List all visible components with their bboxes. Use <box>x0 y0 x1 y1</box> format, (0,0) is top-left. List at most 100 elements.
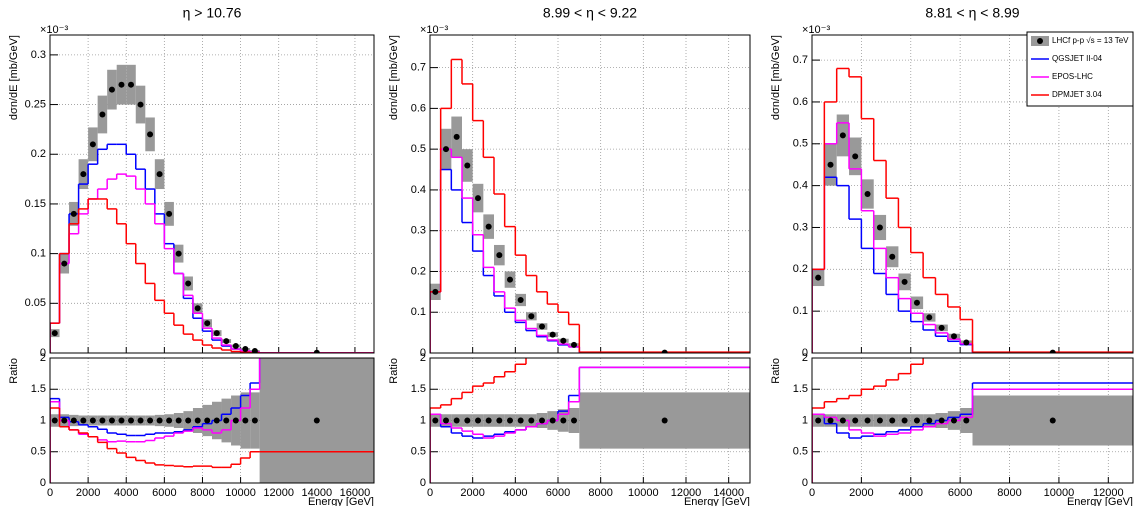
x-tick-label: 10000 <box>1044 487 1075 499</box>
y-tick-label: 0.2 <box>31 148 46 160</box>
y-tick-label: 0.05 <box>25 297 46 309</box>
data-point <box>496 252 503 259</box>
data-point <box>938 417 945 424</box>
data-point <box>213 330 220 337</box>
y-axis-label: Ratio <box>8 358 20 384</box>
data-point <box>313 349 320 353</box>
data-point <box>61 417 68 424</box>
data-point <box>185 280 192 287</box>
data-point <box>889 253 896 260</box>
x-tick-label: 12000 <box>1093 487 1124 499</box>
y-tick-label: 0.3 <box>31 49 46 61</box>
x-tick-label: 14000 <box>713 487 744 499</box>
plot-area <box>812 358 1133 483</box>
data-point <box>204 417 211 424</box>
data-point <box>1049 349 1056 353</box>
legend-label: DPMJET 3.04 <box>1052 90 1102 99</box>
data-point <box>963 417 970 424</box>
step-riser <box>812 68 974 353</box>
y-tick-label: 0 <box>40 477 46 489</box>
data-point <box>137 417 144 424</box>
data-point <box>147 131 154 138</box>
data-point <box>89 141 96 148</box>
data-point <box>51 417 58 424</box>
y-tick-label: 0.5 <box>411 143 426 155</box>
data-point <box>560 337 567 344</box>
panel: 0 0.5 1 1.5 2 0 2000 4000 6000 8000 10000 12000 1400… <box>388 352 751 506</box>
panel: 0 0.5 1 1.5 2 0 2000 4000 6000 8000 10000 12000 Rati… <box>770 352 1134 506</box>
data-point <box>118 81 125 88</box>
data-point <box>839 132 846 139</box>
data-point <box>549 417 556 424</box>
chart-title: η > 10.76 <box>183 5 242 21</box>
y-axis-label: dσn/dE [mb/GeV] <box>8 35 20 120</box>
data-point <box>443 417 449 424</box>
data-point <box>528 313 535 320</box>
data-point <box>70 417 77 424</box>
x-axis-label: Energy [GeV] <box>684 496 750 506</box>
y-axis-label: Ratio <box>770 358 782 384</box>
data-point <box>517 417 524 424</box>
plot-area <box>50 64 374 353</box>
data-point <box>213 417 220 424</box>
data-point <box>432 417 439 424</box>
y-axis-label: Ratio <box>388 358 400 384</box>
data-point <box>194 417 201 424</box>
data-point <box>204 320 211 327</box>
legend: LHCf p-p √s = 13 TeV QGSJET II-04 EPOS-LHC… <box>1026 31 1134 107</box>
y-tick-label: 0 <box>802 477 808 489</box>
data-point <box>166 210 173 217</box>
data-point <box>128 81 134 88</box>
plot-area <box>430 58 750 353</box>
x-tick-label: 10000 <box>628 487 659 499</box>
y-tick-label: 0.25 <box>25 98 46 110</box>
x-tick-label: 4000 <box>899 487 923 499</box>
data-point <box>827 417 834 424</box>
legend-label: LHCf p-p √s = 13 TeV <box>1052 36 1129 45</box>
y-axis-label: dσn/dE [mb/GeV] <box>388 35 400 120</box>
data-point <box>549 331 556 338</box>
data-point <box>156 171 163 178</box>
x-tick-label: 8000 <box>997 487 1021 499</box>
x-tick-label: 6000 <box>948 487 972 499</box>
data-point <box>938 324 945 331</box>
y-tick-label: 0.5 <box>31 446 46 458</box>
frame <box>49 357 375 484</box>
data-point <box>251 417 258 424</box>
x-tick-label: 4000 <box>114 487 138 499</box>
y-tick-label: 0.1 <box>411 306 426 318</box>
chart-title: 8.99 < η < 9.22 <box>543 5 637 21</box>
data-point <box>232 343 239 350</box>
y-tick-label: 0.3 <box>411 225 426 237</box>
data-point <box>80 171 87 178</box>
data-point <box>242 346 249 353</box>
data-point <box>156 417 163 424</box>
data-point <box>852 417 859 424</box>
data-point <box>223 417 230 424</box>
data-point <box>950 417 957 424</box>
step-riser <box>430 358 527 483</box>
data-point <box>528 417 535 424</box>
y-tick-label: 0.2 <box>411 265 426 277</box>
step-riser <box>812 383 974 483</box>
data-point <box>571 417 577 424</box>
y-tick-label: 0.6 <box>793 96 808 108</box>
data-point <box>137 101 144 108</box>
y-tick-label: 0.1 <box>31 248 46 260</box>
data-point <box>876 224 883 231</box>
x-tick-label: 14000 <box>302 487 333 499</box>
y-tick-label: 2 <box>802 352 808 364</box>
x-tick-label: 2000 <box>76 487 100 499</box>
data-point <box>99 417 106 424</box>
frame <box>49 34 375 354</box>
y-tick-label: 2 <box>420 352 426 364</box>
data-point <box>61 260 68 267</box>
data-point <box>80 417 87 424</box>
legend-label: QGSJET II-04 <box>1052 54 1103 63</box>
step-riser <box>430 367 581 483</box>
data-point <box>661 417 668 424</box>
data-point <box>108 86 115 93</box>
y-tick-label: 1.5 <box>31 383 46 395</box>
data-point <box>661 349 668 353</box>
y-tick-label: 1 <box>802 414 808 426</box>
